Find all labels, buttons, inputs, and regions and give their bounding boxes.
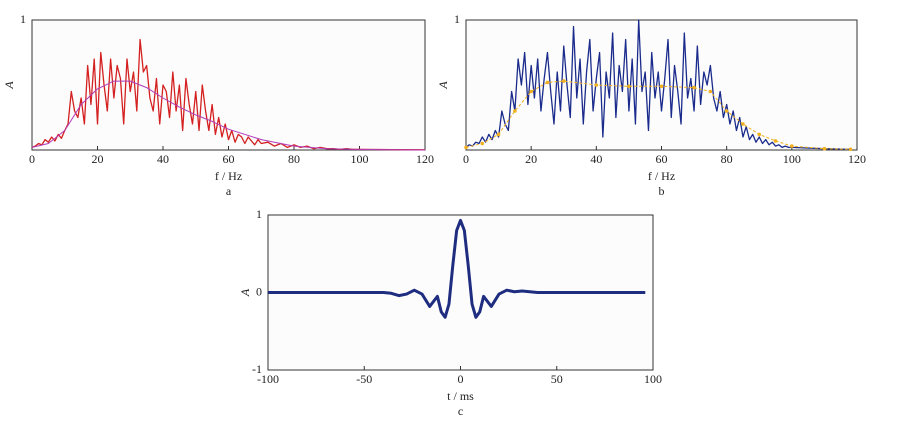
series-marker [513, 109, 517, 113]
x-tick-label: 100 [644, 372, 662, 386]
y-axis-label: A [436, 81, 450, 90]
caption: c [458, 404, 463, 418]
x-tick-label: 100 [783, 152, 801, 166]
y-tick-label: 0 [256, 284, 262, 298]
x-tick-label: 120 [848, 152, 866, 166]
x-tick-label: 80 [721, 152, 733, 166]
series-marker [545, 80, 550, 85]
y-tick-label: -1 [252, 362, 262, 376]
series-marker [480, 141, 485, 146]
series-marker [741, 122, 745, 126]
y-tick-label: 1 [256, 207, 262, 221]
series-line [31, 80, 426, 151]
caption: b [659, 184, 665, 198]
series-marker [790, 144, 794, 148]
series-line [465, 19, 851, 150]
series-marker [848, 147, 853, 152]
y-tick-label: 1 [20, 12, 26, 26]
series-marker [627, 84, 631, 89]
x-axis-label: t / ms [447, 389, 474, 403]
series-marker [773, 139, 778, 143]
series-marker [724, 109, 729, 113]
x-tick-label: -100 [257, 372, 279, 386]
y-axis-label: A [2, 81, 16, 90]
plot-frame [31, 19, 426, 151]
y-axis-label: A [238, 288, 252, 297]
x-tick-label: 100 [351, 152, 369, 166]
x-tick-label: -50 [356, 372, 372, 386]
caption: a [226, 184, 232, 198]
series-marker [822, 146, 827, 151]
x-tick-label: 0 [29, 152, 35, 166]
x-axis-label: f / Hz [215, 169, 242, 183]
x-tick-label: 50 [551, 372, 563, 386]
series-marker [464, 145, 468, 150]
series-marker [594, 83, 599, 87]
x-tick-label: 120 [416, 152, 434, 166]
x-tick-label: 20 [92, 152, 104, 166]
x-tick-label: 0 [458, 372, 464, 386]
x-tick-label: 20 [525, 152, 537, 166]
series-line [268, 218, 646, 319]
x-tick-label: 60 [223, 152, 235, 166]
series-marker [496, 132, 501, 137]
x-tick-label: 40 [157, 152, 169, 166]
x-tick-label: 0 [463, 152, 469, 166]
x-tick-label: 40 [590, 152, 602, 166]
x-tick-label: 60 [656, 152, 668, 166]
x-tick-label: 80 [288, 152, 300, 166]
series-marker [757, 132, 762, 137]
x-axis-label: f / Hz [648, 169, 675, 183]
series-marker [708, 89, 713, 94]
series-marker [529, 89, 533, 94]
series-marker [659, 84, 664, 89]
y-tick-label: 1 [454, 12, 460, 26]
series-marker [692, 85, 696, 90]
series-marker [561, 79, 566, 83]
